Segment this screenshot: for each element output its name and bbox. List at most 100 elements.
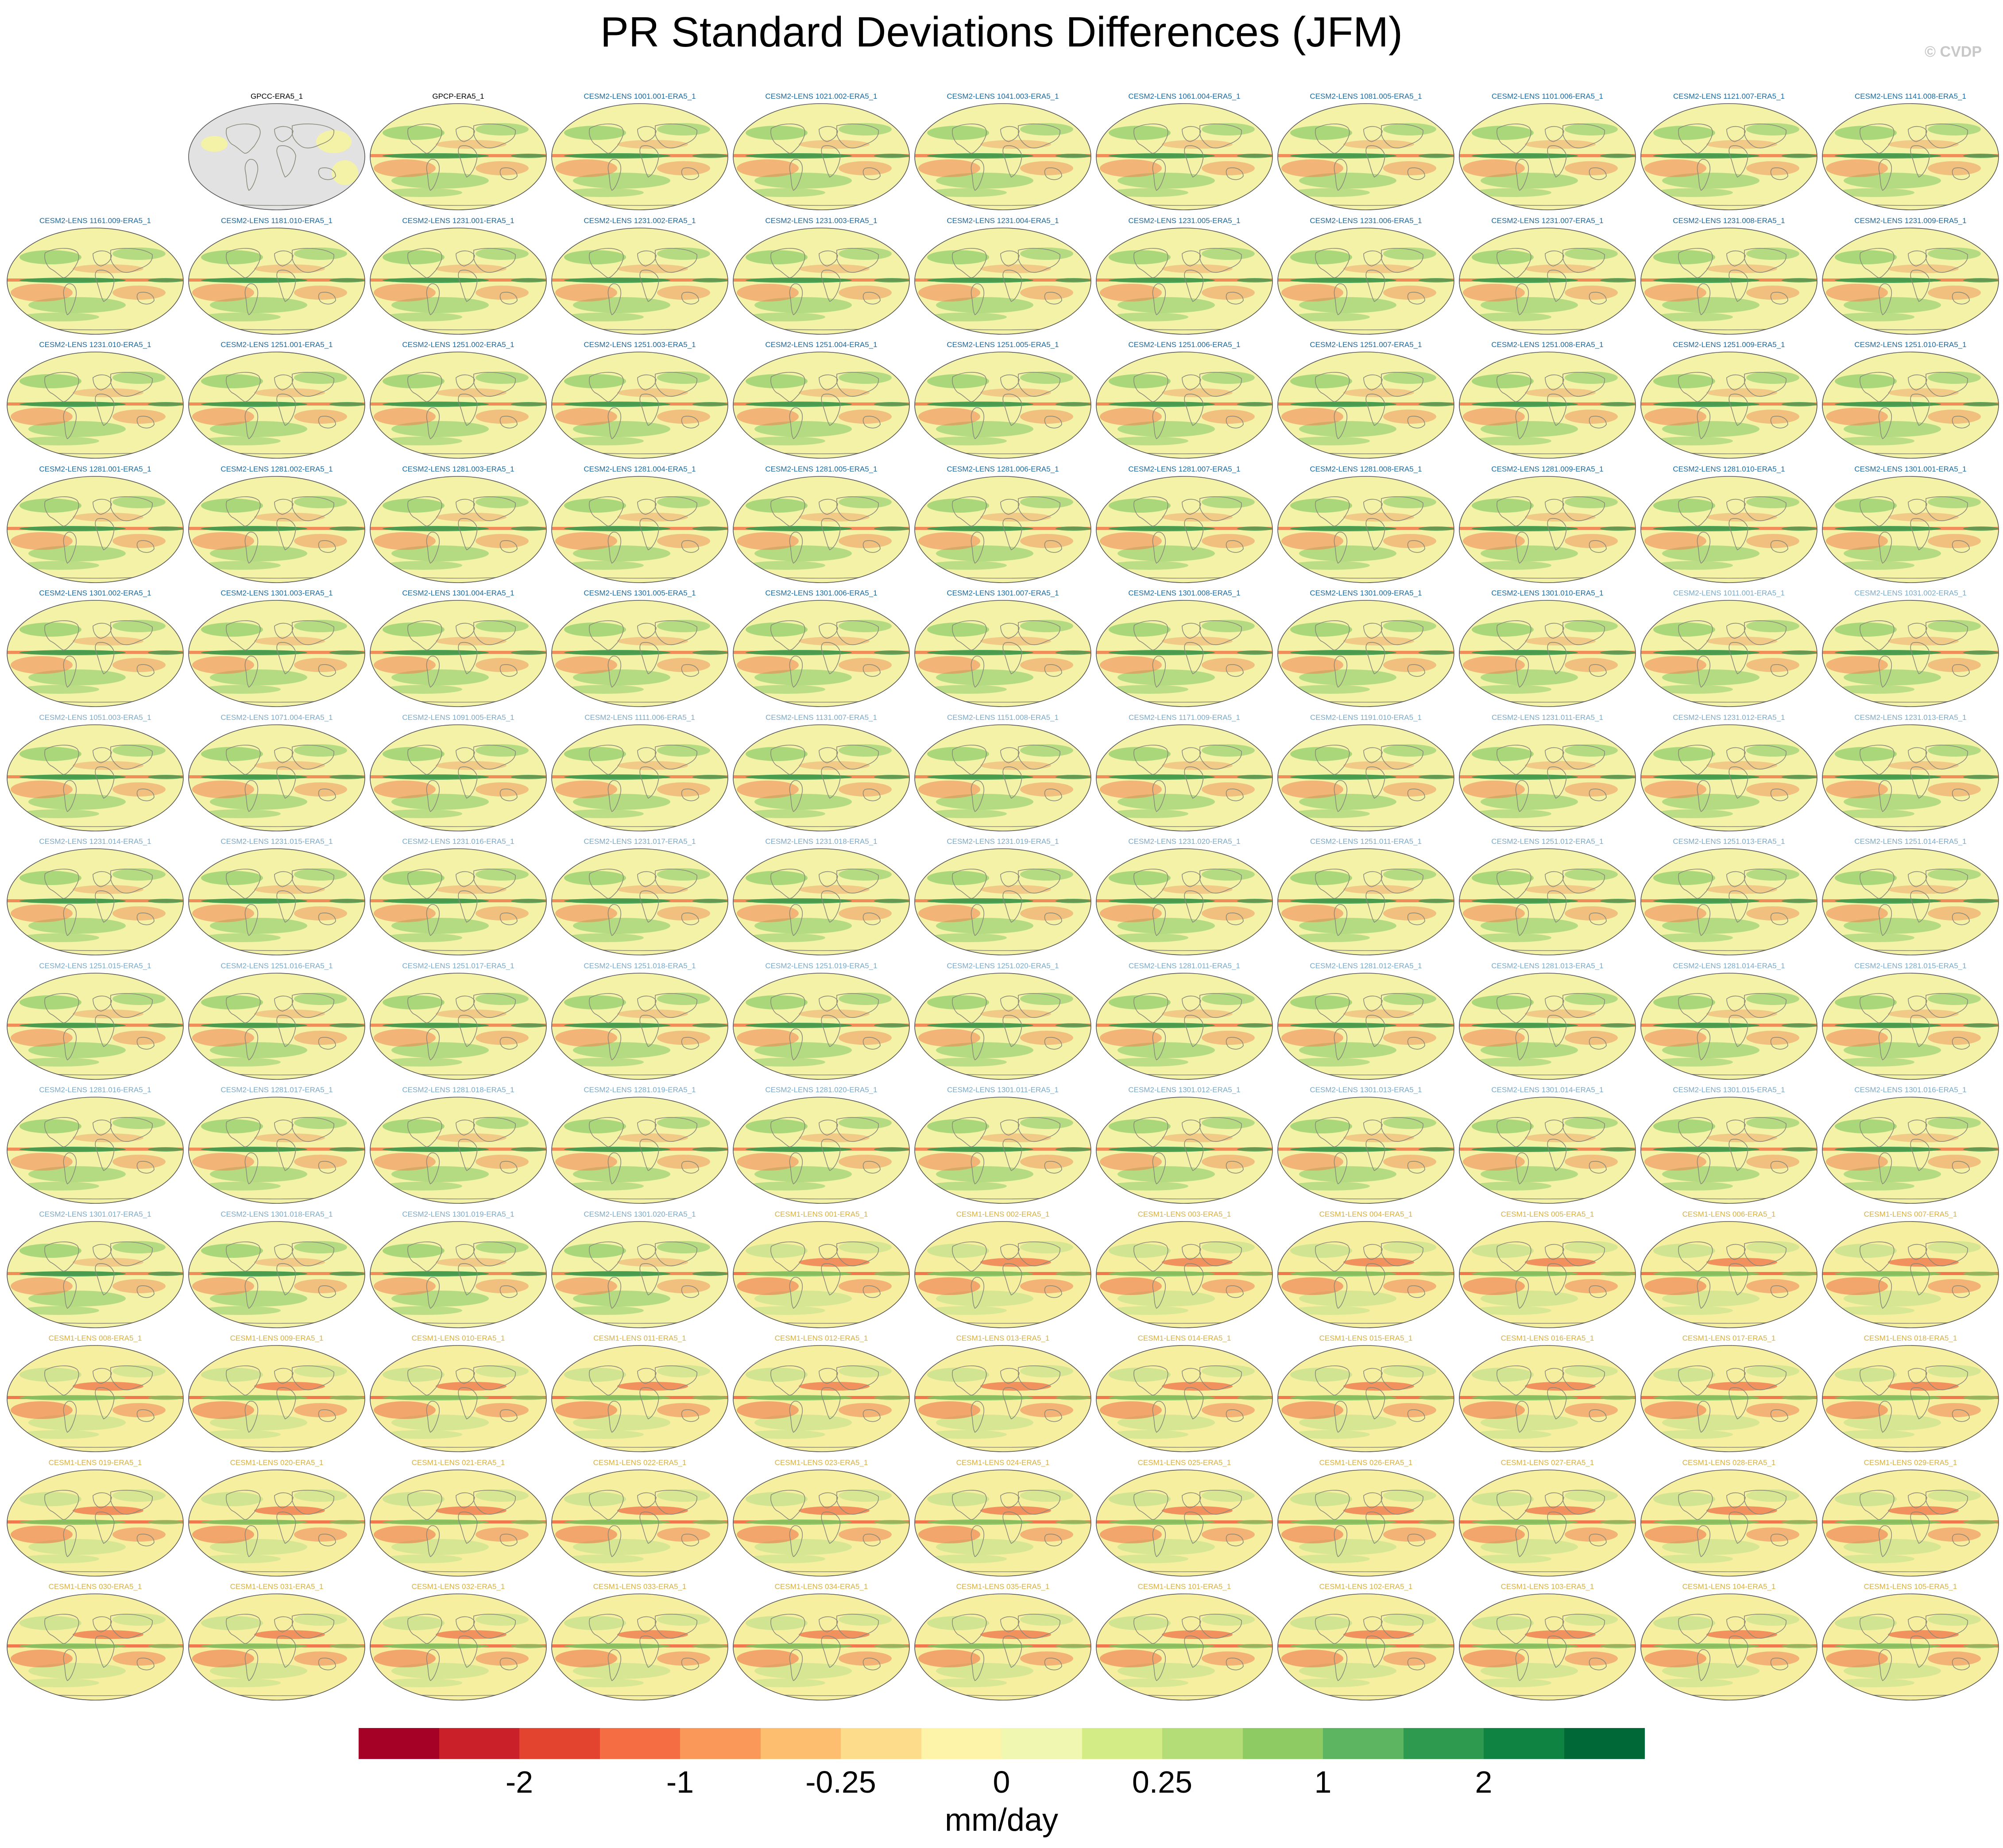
panel-title: CESM1-LENS 023-ERA5_1 xyxy=(774,1458,868,1467)
map-panel: CESM2-LENS 1231.004-ERA5_1 xyxy=(914,217,1092,340)
map-panel: CESM2-LENS 1011.001-ERA5_1 xyxy=(1640,589,1818,712)
map-100 xyxy=(7,1221,184,1328)
panel-title: CESM1-LENS 029-ERA5_1 xyxy=(1864,1458,1957,1467)
map-68 xyxy=(188,848,365,955)
panel-title: CESM1-LENS 035-ERA5_1 xyxy=(956,1582,1050,1591)
map-5 xyxy=(733,103,910,210)
map-122 xyxy=(7,1469,184,1577)
map-panel: CESM2-LENS 1281.009-ERA5_1 xyxy=(1458,465,1636,588)
map-31 xyxy=(1459,352,1636,459)
panel-title: CESM2-LENS 1111.006-ERA5_1 xyxy=(584,713,695,722)
panel-title: CESM2-LENS 1301.014-ERA5_1 xyxy=(1491,1086,1604,1094)
panel-title: CESM1-LENS 002-ERA5_1 xyxy=(956,1210,1050,1218)
map-3 xyxy=(370,103,547,210)
panel-title: CESM1-LENS 013-ERA5_1 xyxy=(956,1334,1050,1342)
panel-title: CESM1-LENS 011-ERA5_1 xyxy=(593,1334,686,1342)
panel-title: CESM2-LENS 1301.005-ERA5_1 xyxy=(584,589,696,597)
map-62 xyxy=(1096,724,1273,831)
map-73 xyxy=(1096,848,1273,955)
map-panel: CESM2-LENS 1251.015-ERA5_1 xyxy=(6,962,184,1085)
panel-title: CESM2-LENS 1231.004-ERA5_1 xyxy=(947,216,1059,225)
map-55 xyxy=(1822,600,1999,707)
map-11 xyxy=(1822,103,1999,210)
panel-title: CESM2-LENS 1231.010-ERA5_1 xyxy=(39,340,151,349)
map-77 xyxy=(1822,848,1999,955)
map-panel: CESM2-LENS 1301.016-ERA5_1 xyxy=(1821,1086,1999,1209)
map-panel: CESM2-LENS 1121.007-ERA5_1 xyxy=(1640,92,1818,215)
panel-title: CESM2-LENS 1231.008-ERA5_1 xyxy=(1673,216,1785,225)
panel-title: CESM1-LENS 104-ERA5_1 xyxy=(1682,1582,1776,1591)
panel-title: CESM2-LENS 1231.012-ERA5_1 xyxy=(1673,713,1785,722)
panel-title: CESM2-LENS 1281.009-ERA5_1 xyxy=(1491,464,1604,473)
map-64 xyxy=(1459,724,1636,831)
panel-title: CESM1-LENS 032-ERA5_1 xyxy=(411,1582,505,1591)
map-panel: CESM2-LENS 1001.001-ERA5_1 xyxy=(551,92,729,215)
map-6 xyxy=(914,103,1091,210)
map-panel: CESM1-LENS 023-ERA5_1 xyxy=(732,1458,910,1581)
panel-title: CESM2-LENS 1301.006-ERA5_1 xyxy=(765,589,878,597)
map-panel: CESM2-LENS 1281.007-ERA5_1 xyxy=(1095,465,1273,588)
map-panel: CESM2-LENS 1301.002-ERA5_1 xyxy=(6,589,184,712)
panel-title: CESM2-LENS 1191.010-ERA5_1 xyxy=(1310,713,1422,722)
panel-title: CESM2-LENS 1281.013-ERA5_1 xyxy=(1491,961,1604,970)
map-panel: CESM2-LENS 1281.014-ERA5_1 xyxy=(1640,962,1818,1085)
map-panel: CESM2-LENS 1151.008-ERA5_1 xyxy=(914,713,1092,836)
panel-title: CESM2-LENS 1281.016-ERA5_1 xyxy=(39,1086,151,1094)
map-130 xyxy=(1459,1469,1636,1577)
panel-title: CESM2-LENS 1301.002-ERA5_1 xyxy=(39,589,151,597)
panel-title: CESM2-LENS 1231.020-ERA5_1 xyxy=(1128,837,1241,846)
map-54 xyxy=(1640,600,1817,707)
panel-title: CESM1-LENS 026-ERA5_1 xyxy=(1319,1458,1413,1467)
panel-title: CESM1-LENS 007-ERA5_1 xyxy=(1864,1210,1957,1218)
map-112 xyxy=(188,1345,365,1452)
map-panel: CESM2-LENS 1281.010-ERA5_1 xyxy=(1640,465,1818,588)
map-panel: CESM2-LENS 1281.005-ERA5_1 xyxy=(732,465,910,588)
map-panel: CESM1-LENS 028-ERA5_1 xyxy=(1640,1458,1818,1581)
map-panel: CESM2-LENS 1251.009-ERA5_1 xyxy=(1640,340,1818,464)
panel-title: CESM2-LENS 1251.010-ERA5_1 xyxy=(1854,340,1967,349)
map-panel: CESM1-LENS 027-ERA5_1 xyxy=(1458,1458,1636,1581)
map-panel: CESM2-LENS 1281.008-ERA5_1 xyxy=(1277,465,1455,588)
panel-title: CESM2-LENS 1231.018-ERA5_1 xyxy=(765,837,878,846)
map-panel: CESM2-LENS 1281.004-ERA5_1 xyxy=(551,465,729,588)
map-panel: CESM2-LENS 1301.006-ERA5_1 xyxy=(732,589,910,712)
colorbar-tick-label: 1 xyxy=(1314,1765,1332,1799)
panel-title: CESM2-LENS 1281.010-ERA5_1 xyxy=(1673,464,1785,473)
map-15 xyxy=(551,227,728,335)
map-75 xyxy=(1459,848,1636,955)
map-79 xyxy=(188,972,365,1080)
map-98 xyxy=(1640,1097,1817,1204)
map-17 xyxy=(914,227,1091,335)
map-118 xyxy=(1277,1345,1454,1452)
map-53 xyxy=(1459,600,1636,707)
panel-title: CESM2-LENS 1301.013-ERA5_1 xyxy=(1310,1086,1422,1094)
panel-title: CESM2-LENS 1251.017-ERA5_1 xyxy=(402,961,514,970)
map-115 xyxy=(733,1345,910,1452)
map-panel: CESM1-LENS 007-ERA5_1 xyxy=(1821,1210,1999,1333)
panel-title: CESM2-LENS 1301.018-ERA5_1 xyxy=(220,1210,333,1218)
map-panel: GPCP-ERA5_1 xyxy=(369,92,547,215)
map-70 xyxy=(551,848,728,955)
panel-title: CESM2-LENS 1011.001-ERA5_1 xyxy=(1673,589,1785,597)
map-panel: CESM1-LENS 033-ERA5_1 xyxy=(551,1582,729,1705)
map-panel: CESM2-LENS 1181.010-ERA5_1 xyxy=(188,217,366,340)
map-27 xyxy=(733,352,910,459)
map-136 xyxy=(551,1593,728,1701)
panel-title: CESM1-LENS 033-ERA5_1 xyxy=(593,1582,687,1591)
map-106 xyxy=(1096,1221,1273,1328)
map-23 xyxy=(7,352,184,459)
map-panel: CESM1-LENS 014-ERA5_1 xyxy=(1095,1334,1273,1457)
map-43 xyxy=(1640,476,1817,583)
map-120 xyxy=(1640,1345,1817,1452)
map-7 xyxy=(1096,103,1273,210)
panel-title: CESM2-LENS 1281.002-ERA5_1 xyxy=(220,464,333,473)
panel-title: CESM1-LENS 105-ERA5_1 xyxy=(1864,1582,1957,1591)
map-panel: CESM1-LENS 008-ERA5_1 xyxy=(6,1334,184,1457)
map-panel: CESM2-LENS 1301.017-ERA5_1 xyxy=(6,1210,184,1333)
map-panel: CESM2-LENS 1231.014-ERA5_1 xyxy=(6,837,184,960)
panel-title: CESM2-LENS 1251.015-ERA5_1 xyxy=(39,961,151,970)
panel-title: CESM2-LENS 1301.017-ERA5_1 xyxy=(39,1210,151,1218)
panel-title: CESM2-LENS 1231.019-ERA5_1 xyxy=(947,837,1059,846)
map-panel: CESM2-LENS 1251.004-ERA5_1 xyxy=(732,340,910,464)
